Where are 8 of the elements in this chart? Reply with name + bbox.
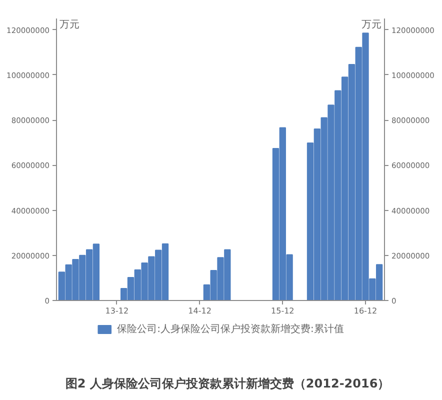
x-tick-label: 15-12 (271, 306, 294, 316)
x-tick-label: 13-12 (105, 306, 129, 316)
legend-label: 保险公司:人身保险公司保户投资款新增交费:累计值 (117, 322, 344, 336)
caption: 图2 人身保险公司保户投资款累计新增交费（2012-2016） (65, 376, 390, 390)
x-tick-label: 14-12 (188, 306, 212, 316)
y-axis-title: 万元 (60, 20, 80, 30)
x-tick-label: 16-12 (354, 306, 378, 316)
y2-axis-title: 万元 (362, 20, 382, 30)
